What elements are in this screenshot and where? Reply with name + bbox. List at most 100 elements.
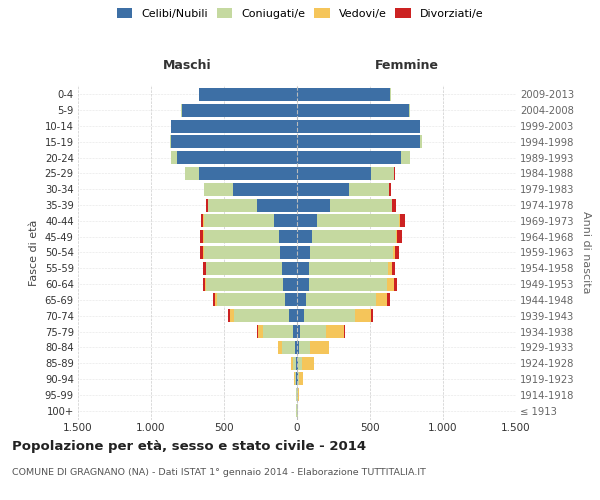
Bar — [208, 198, 257, 211]
Bar — [307, 294, 376, 306]
Bar — [296, 372, 297, 386]
Bar — [298, 356, 302, 370]
Bar — [283, 341, 295, 354]
Bar — [203, 278, 205, 290]
Bar — [300, 325, 326, 338]
Bar — [199, 88, 297, 101]
Bar — [215, 294, 217, 306]
Bar — [297, 278, 308, 290]
Text: Maschi: Maschi — [163, 60, 212, 72]
Bar — [392, 262, 395, 275]
Bar — [297, 230, 311, 243]
Bar — [392, 246, 395, 259]
Bar — [394, 278, 397, 290]
Bar — [311, 230, 395, 243]
Legend: Celibi/Nubili, Coniugati/e, Vedovi/e, Divorziati/e: Celibi/Nubili, Coniugati/e, Vedovi/e, Di… — [115, 6, 485, 21]
Bar — [293, 325, 297, 338]
Bar — [293, 356, 296, 370]
Bar — [397, 230, 401, 243]
Bar — [228, 309, 230, 322]
Bar — [304, 309, 355, 322]
Bar — [204, 183, 233, 196]
Bar — [279, 230, 297, 243]
Bar — [297, 183, 349, 196]
Bar — [310, 341, 329, 354]
Bar — [297, 167, 371, 180]
Bar — [371, 167, 394, 180]
Bar — [387, 278, 394, 290]
Bar — [217, 294, 286, 306]
Bar — [200, 246, 203, 259]
Bar — [230, 309, 234, 322]
Bar — [419, 136, 422, 148]
Bar — [308, 278, 387, 290]
Bar — [299, 372, 303, 386]
Bar — [202, 214, 203, 228]
Bar — [355, 309, 371, 322]
Bar — [185, 167, 199, 180]
Bar — [376, 294, 387, 306]
Bar — [177, 151, 297, 164]
Bar — [389, 183, 391, 196]
Bar — [291, 356, 293, 370]
Y-axis label: Anni di nascita: Anni di nascita — [581, 211, 592, 294]
Bar — [295, 341, 297, 354]
Bar — [203, 230, 279, 243]
Bar — [392, 198, 396, 211]
Bar — [200, 230, 203, 243]
Bar — [310, 246, 392, 259]
Bar — [295, 372, 296, 386]
Bar — [182, 104, 297, 117]
Bar — [387, 294, 389, 306]
Bar — [203, 214, 274, 228]
Bar — [349, 183, 389, 196]
Bar — [170, 136, 172, 148]
Y-axis label: Fasce di età: Fasce di età — [29, 220, 39, 286]
Bar — [203, 246, 280, 259]
Bar — [206, 198, 208, 211]
Bar — [203, 262, 206, 275]
Bar — [298, 372, 299, 386]
Bar — [274, 214, 297, 228]
Bar — [297, 325, 300, 338]
Bar — [317, 214, 399, 228]
Bar — [388, 262, 392, 275]
Bar — [283, 278, 297, 290]
Bar — [278, 341, 283, 354]
Bar — [172, 136, 297, 148]
Bar — [289, 309, 297, 322]
Bar — [297, 120, 419, 132]
Text: COMUNE DI GRAGNANO (NA) - Dati ISTAT 1° gennaio 2014 - Elaborazione TUTTITALIA.I: COMUNE DI GRAGNANO (NA) - Dati ISTAT 1° … — [12, 468, 426, 477]
Bar — [326, 325, 344, 338]
Bar — [299, 341, 310, 354]
Bar — [297, 88, 391, 101]
Bar — [206, 278, 283, 290]
Bar — [258, 325, 263, 338]
Bar — [297, 198, 330, 211]
Bar — [297, 341, 299, 354]
Bar — [371, 309, 373, 322]
Bar — [395, 230, 397, 243]
Bar — [297, 372, 298, 386]
Bar — [205, 278, 206, 290]
Bar — [257, 198, 297, 211]
Bar — [297, 104, 409, 117]
Bar — [298, 388, 299, 401]
Bar — [297, 294, 307, 306]
Bar — [280, 246, 297, 259]
Bar — [297, 309, 304, 322]
Bar — [310, 262, 388, 275]
Bar — [296, 356, 297, 370]
Bar — [263, 325, 293, 338]
Bar — [199, 167, 297, 180]
Bar — [297, 214, 317, 228]
Bar — [297, 151, 401, 164]
Bar — [297, 356, 298, 370]
Bar — [395, 246, 400, 259]
Bar — [172, 120, 297, 132]
Bar — [400, 214, 406, 228]
Bar — [281, 262, 297, 275]
Bar — [171, 151, 177, 164]
Bar — [297, 262, 310, 275]
Bar — [206, 262, 281, 275]
